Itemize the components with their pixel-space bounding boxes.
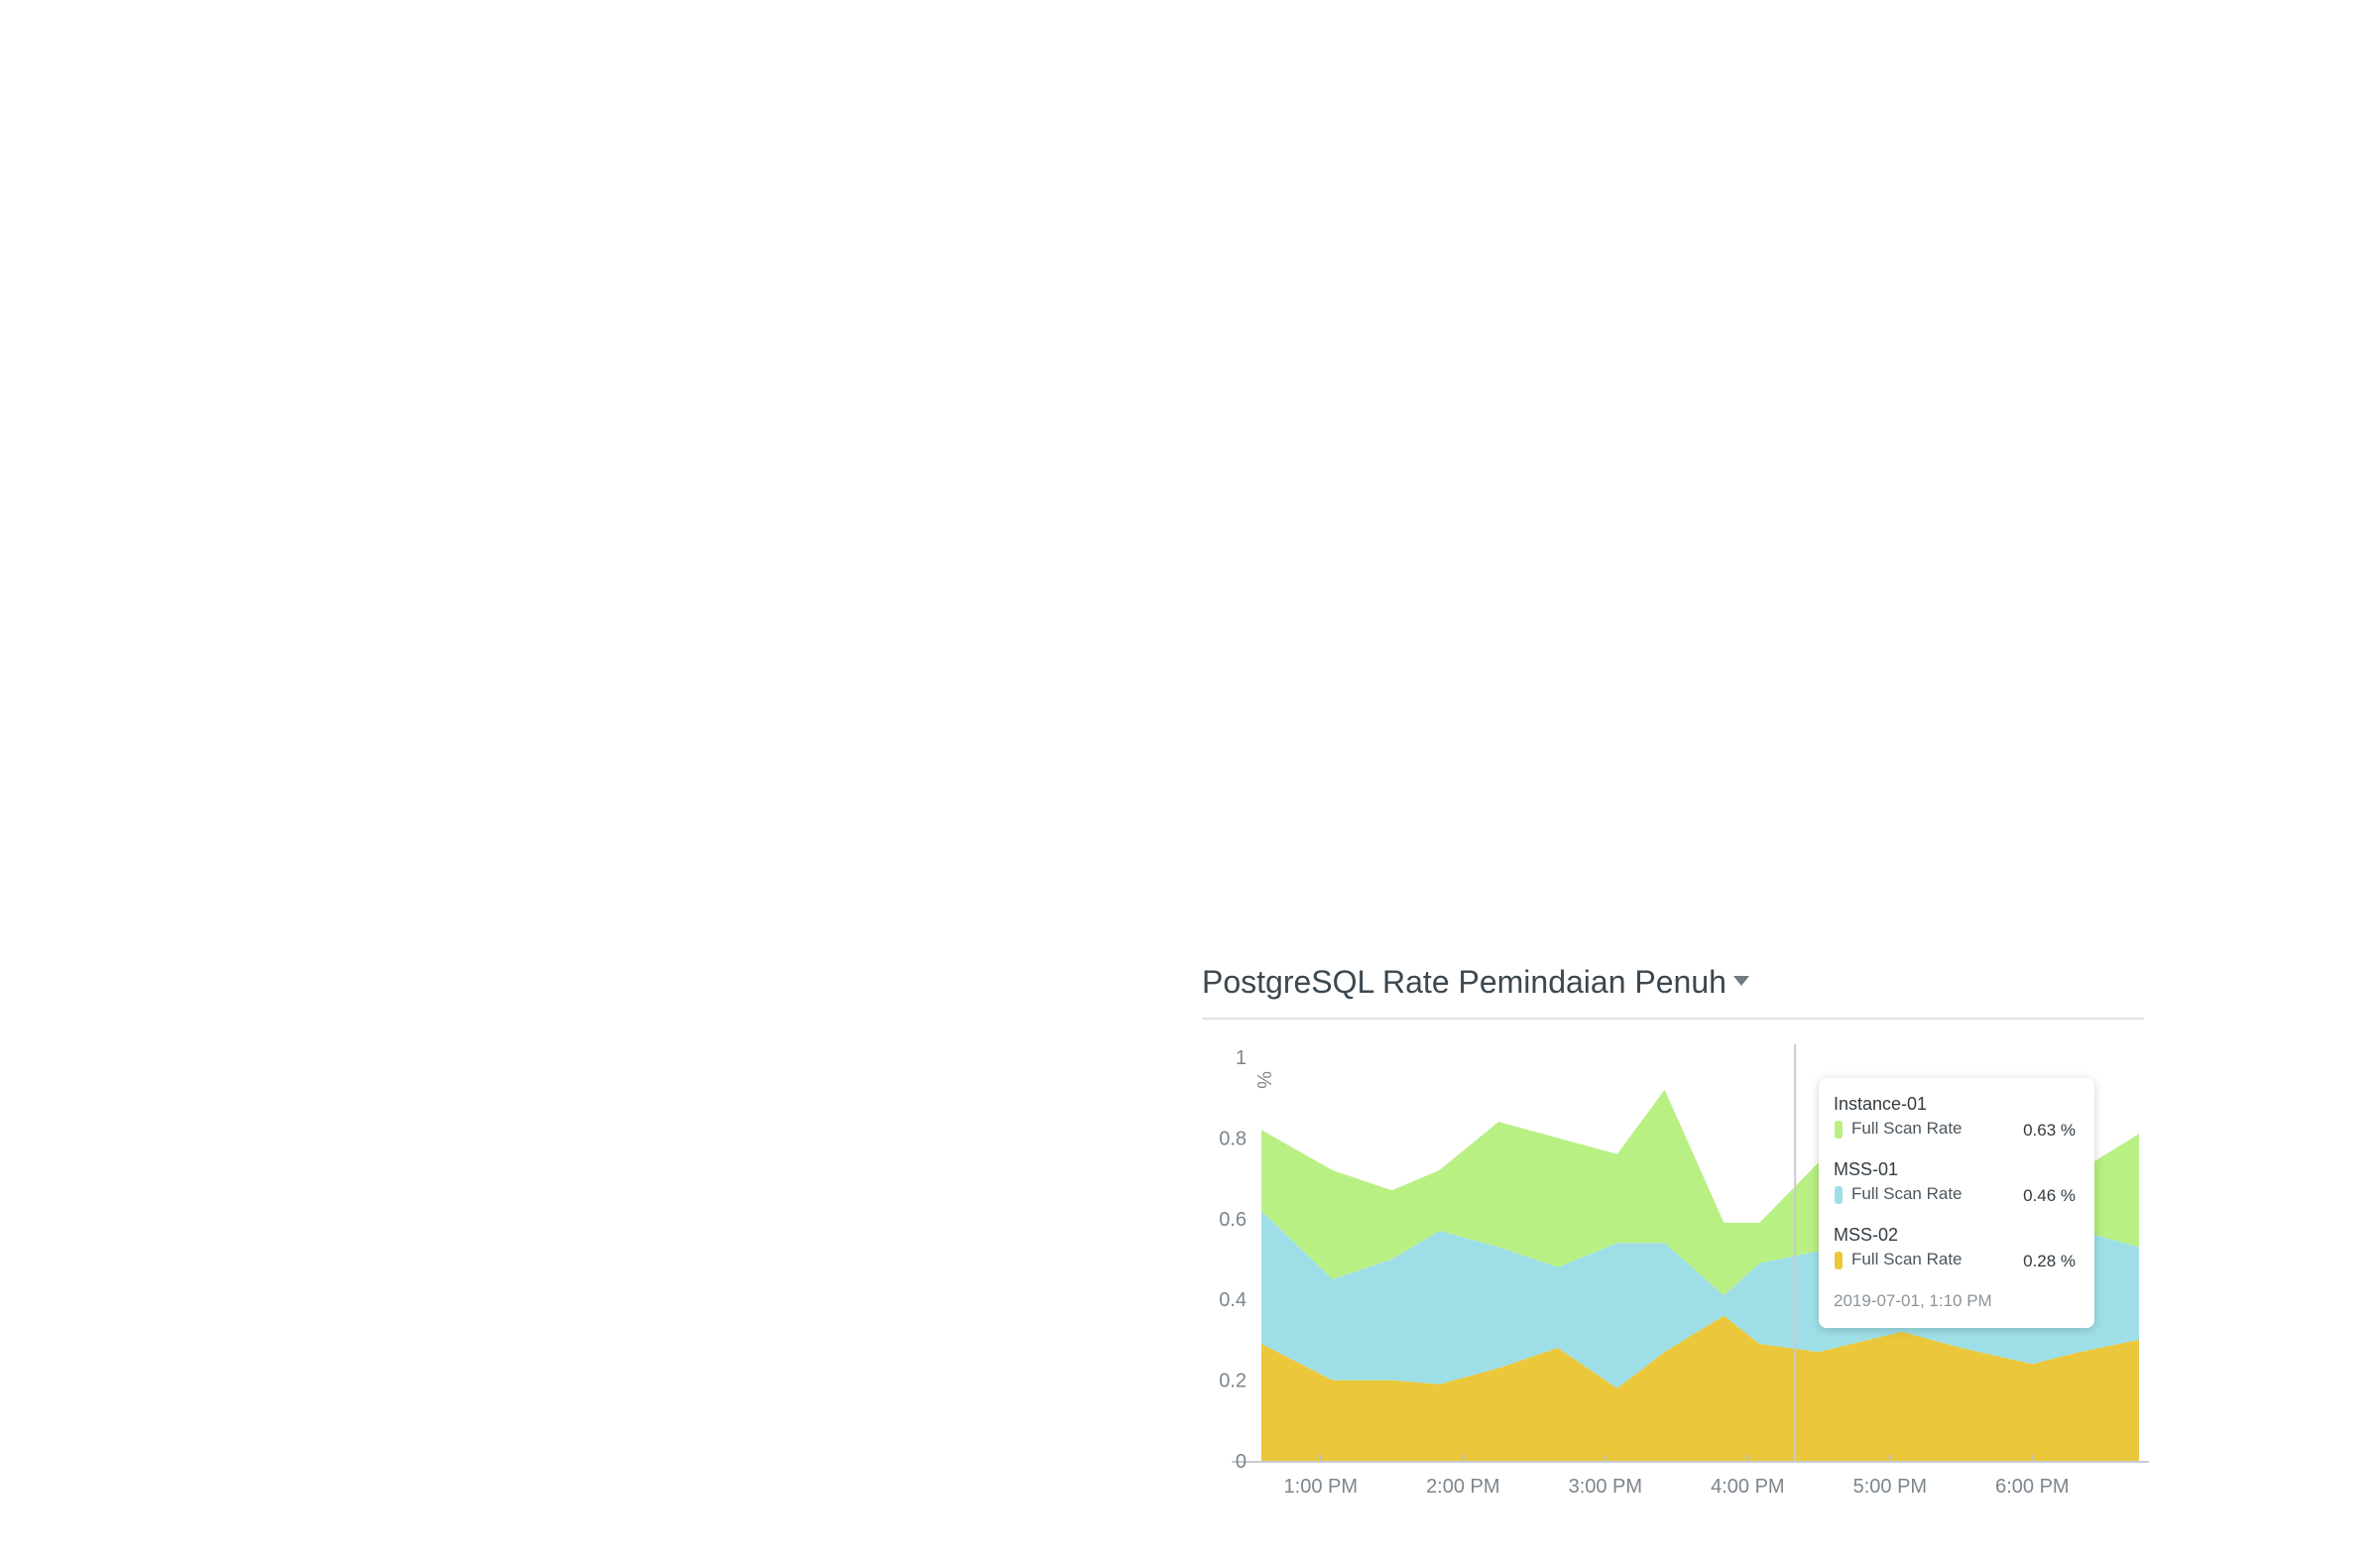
- y-unit-label: %: [1252, 1071, 1274, 1089]
- y-tick-label: 0.6: [1219, 1209, 1247, 1231]
- tooltip-series-name: MSS-02: [1834, 1225, 1899, 1245]
- widget-header: PostgreSQL Rate Pemindaian Penuh: [1202, 960, 2144, 1020]
- series-color-swatch: [1835, 1121, 1843, 1139]
- tooltip-metric: Full Scan Rate: [1851, 1250, 1963, 1268]
- series-color-swatch: [1835, 1186, 1843, 1204]
- y-tick-label: 0: [1236, 1451, 1247, 1473]
- chart-widget: 0 0.2 0.4 0.6 0.8 1 1:00 PM 2:00 PM 3:00 PM 4:00 …: [1202, 960, 2152, 1515]
- x-tick-label: 4:00 PM: [1711, 1476, 1784, 1498]
- chevron-down-icon[interactable]: [1733, 976, 1749, 986]
- tooltip-series-name: MSS-01: [1834, 1159, 1899, 1179]
- tooltip-item: Instance-01 Full Scan Rate 0.63 %: [1834, 1092, 2082, 1142]
- tooltip-metric: Full Scan Rate: [1851, 1184, 1963, 1203]
- area-series-mss-02: [1261, 1315, 2139, 1461]
- tooltip-value: 0.28 %: [2023, 1252, 2076, 1270]
- widget-title: PostgreSQL Rate Pemindaian Penuh: [1202, 964, 1726, 1000]
- chart-tooltip: Instance-01 Full Scan Rate 0.63 % MSS-01…: [1819, 1078, 2094, 1328]
- tooltip-value: 0.63 %: [2023, 1121, 2076, 1140]
- x-tick-label: 5:00 PM: [1853, 1476, 1927, 1498]
- tooltip-item: MSS-01 Full Scan Rate 0.46 %: [1834, 1157, 2082, 1207]
- y-tick-label: 0.8: [1219, 1128, 1247, 1149]
- tooltip-item: MSS-02 Full Scan Rate 0.28 %: [1834, 1223, 2082, 1272]
- tooltip-timestamp: 2019-07-01, 1:10 PM: [1834, 1291, 1992, 1310]
- tooltip-value: 0.46 %: [2023, 1186, 2076, 1205]
- tooltip-metric: Full Scan Rate: [1851, 1119, 1963, 1138]
- y-tick-label: 0.2: [1219, 1371, 1247, 1392]
- x-tick-label: 1:00 PM: [1284, 1476, 1358, 1498]
- x-tick-label: 6:00 PM: [1995, 1476, 2069, 1498]
- x-tick-label: 3:00 PM: [1569, 1476, 1642, 1498]
- tooltip-series-name: Instance-01: [1834, 1094, 1928, 1114]
- y-tick-label: 1: [1236, 1047, 1247, 1069]
- x-tick-label: 2:00 PM: [1426, 1476, 1499, 1498]
- series-color-swatch: [1835, 1252, 1843, 1269]
- area-series-mss-01: [1261, 1210, 2139, 1388]
- y-tick-label: 0.4: [1219, 1289, 1247, 1311]
